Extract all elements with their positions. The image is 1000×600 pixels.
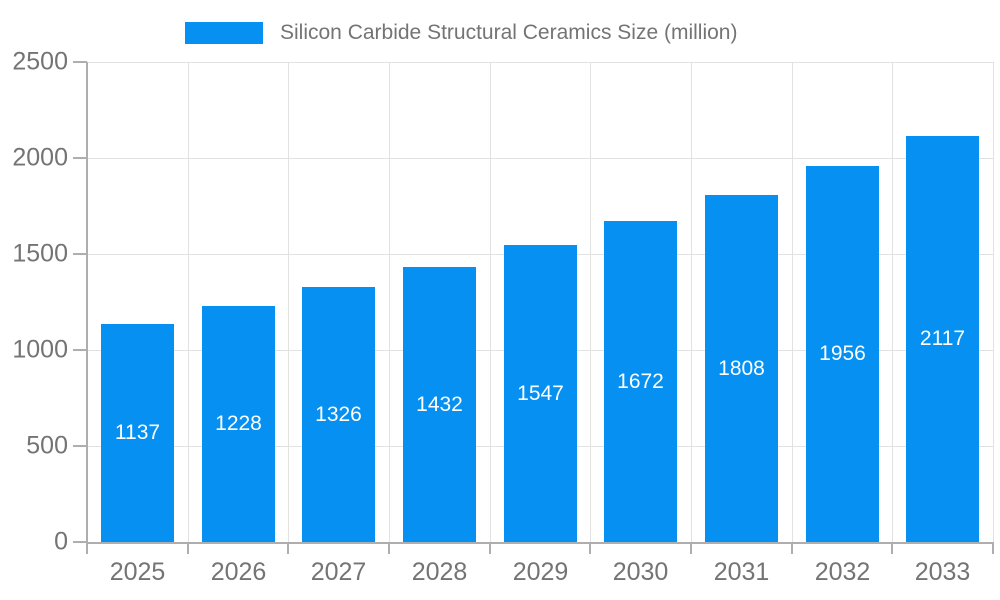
y-tick-label: 1500 — [12, 239, 68, 268]
y-tick-label: 0 — [54, 527, 68, 556]
gridline-vertical — [389, 62, 390, 542]
bar-value-label: 1137 — [114, 421, 161, 444]
gridline-horizontal — [87, 158, 993, 159]
gridline-vertical — [993, 62, 994, 542]
gridline-horizontal — [87, 62, 993, 63]
bar-2027[interactable]: 1326 — [302, 287, 375, 542]
bar-2033[interactable]: 2117 — [906, 136, 979, 542]
x-axis-tick — [86, 542, 88, 554]
x-tick-label-2026: 2026 — [210, 558, 267, 586]
gridline-vertical — [288, 62, 289, 542]
gridline-vertical — [188, 62, 189, 542]
bar-value-label: 1326 — [315, 402, 362, 426]
gridline-vertical — [792, 62, 793, 542]
bar-2032[interactable]: 1956 — [806, 166, 879, 542]
bar-2026[interactable]: 1228 — [202, 306, 275, 542]
gridline-vertical — [490, 62, 491, 542]
bar-value-label: 2117 — [919, 327, 966, 350]
x-axis-tick — [690, 542, 692, 554]
bar-value-label: 1808 — [718, 356, 765, 380]
bar-value-label: 1672 — [617, 369, 664, 393]
bar-2030[interactable]: 1672 — [604, 221, 677, 542]
gridline-vertical — [590, 62, 591, 542]
y-axis-tick — [73, 445, 87, 447]
y-axis-tick — [73, 253, 87, 255]
x-tick-label-2028: 2028 — [411, 558, 468, 586]
x-axis-tick — [287, 542, 289, 554]
bar-2031[interactable]: 1808 — [705, 195, 778, 542]
x-axis-tick — [489, 542, 491, 554]
x-axis-tick — [388, 542, 390, 554]
legend-swatch — [185, 22, 263, 44]
x-tick-label-2029: 2029 — [512, 558, 569, 586]
x-axis-tick — [589, 542, 591, 554]
x-axis-line — [86, 542, 994, 544]
x-axis-tick — [992, 542, 994, 554]
y-axis-tick — [73, 157, 87, 159]
x-axis-tick — [791, 542, 793, 554]
y-tick-label: 2000 — [12, 143, 68, 172]
bar-value-label: 1228 — [215, 412, 262, 435]
x-axis-tick — [891, 542, 893, 554]
gridline-vertical — [691, 62, 692, 542]
y-tick-label: 500 — [26, 431, 68, 460]
x-tick-label-2025: 2025 — [109, 558, 166, 586]
y-tick-label: 1000 — [12, 335, 68, 364]
y-axis-tick — [73, 349, 87, 351]
bar-2028[interactable]: 1432 — [403, 267, 476, 542]
legend[interactable]: Silicon Carbide Structural Ceramics Size… — [185, 22, 737, 44]
bar-2029[interactable]: 1547 — [504, 245, 577, 542]
y-axis-tick — [73, 61, 87, 63]
legend-label: Silicon Carbide Structural Ceramics Size… — [280, 21, 738, 44]
bar-2025[interactable]: 1137 — [101, 324, 174, 542]
y-axis-line — [86, 62, 88, 542]
x-tick-label-2030: 2030 — [612, 558, 669, 586]
x-tick-label-2031: 2031 — [713, 558, 770, 586]
y-tick-label: 2500 — [12, 47, 68, 76]
x-axis-tick — [187, 542, 189, 554]
x-tick-label-2027: 2027 — [310, 558, 367, 586]
gridline-vertical — [892, 62, 893, 542]
x-tick-label-2032: 2032 — [814, 558, 871, 586]
bar-value-label: 1956 — [819, 342, 866, 365]
bar-value-label: 1432 — [416, 392, 463, 416]
bar-value-label: 1547 — [517, 381, 564, 405]
x-tick-label-2033: 2033 — [914, 558, 971, 586]
y-axis-tick — [73, 541, 87, 543]
